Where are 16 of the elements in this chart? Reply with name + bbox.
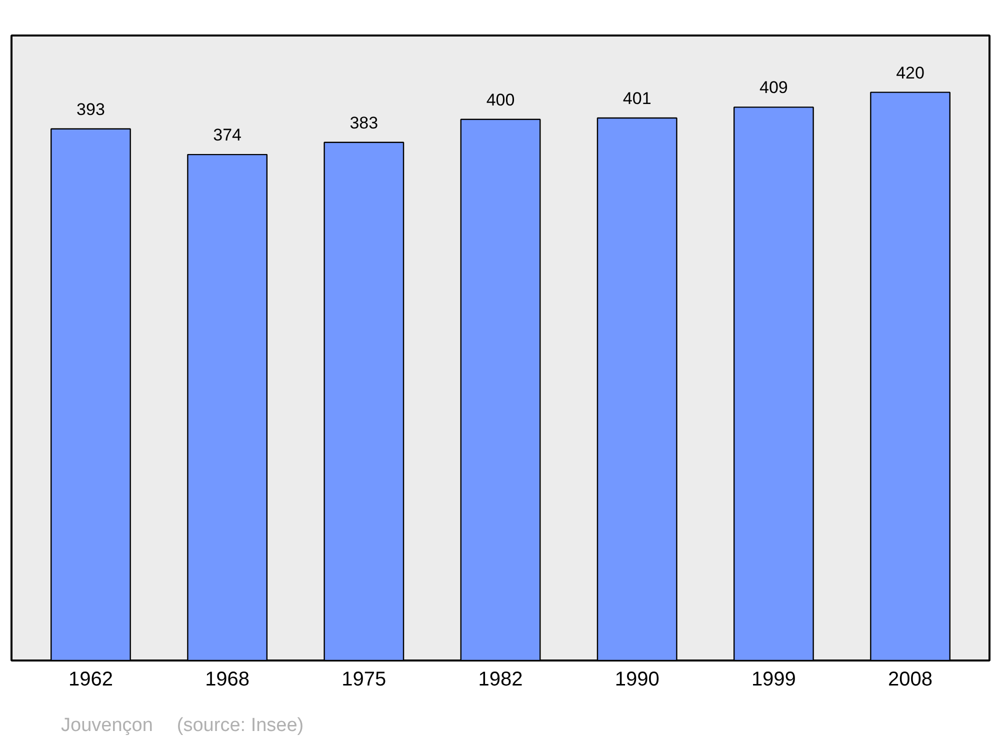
x-tick-label: 1962 <box>68 668 113 690</box>
x-tick-label: 1990 <box>614 668 660 690</box>
text: (source: Insee) <box>176 715 304 736</box>
x-tick-label: 1999 <box>751 668 796 690</box>
x-tick-label: 2008 <box>888 668 933 690</box>
data-label: 409 <box>760 78 788 98</box>
x-tick-label: 1975 <box>342 668 386 690</box>
data-label: 420 <box>896 63 924 82</box>
data-label: 383 <box>350 113 378 132</box>
data-label: 400 <box>486 90 515 110</box>
data-label: 374 <box>213 126 242 145</box>
x-tick-label: 1968 <box>205 668 250 690</box>
data-label: 393 <box>76 100 105 119</box>
data-label: 401 <box>622 89 652 108</box>
x-tick-label: 1982 <box>478 668 523 690</box>
text: Jouvençon <box>61 715 153 736</box>
